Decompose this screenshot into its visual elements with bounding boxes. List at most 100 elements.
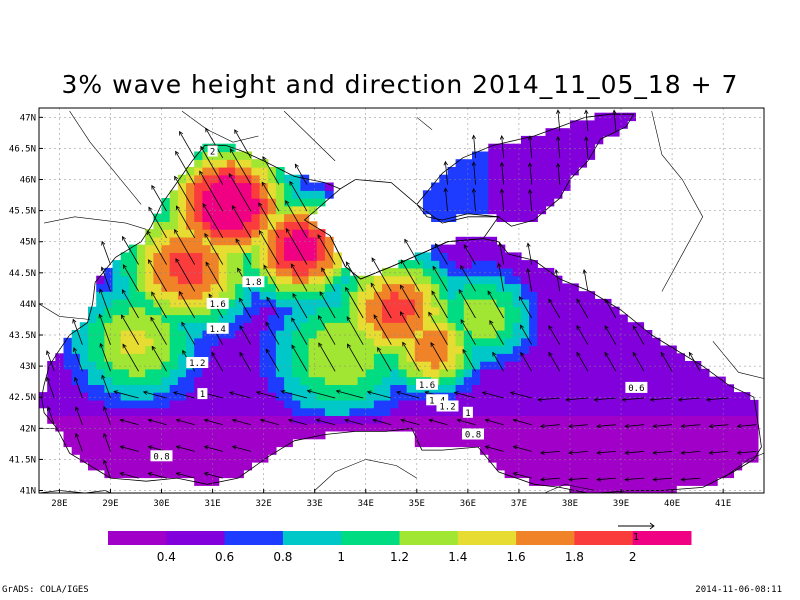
field-cell [406,330,416,339]
wave-direction-arrow [291,344,308,372]
wave-direction-arrow [119,418,139,426]
field-cell [668,353,677,362]
field-cell [88,454,97,463]
field-cell [586,353,596,362]
field-cell [619,415,628,424]
field-cell [414,438,424,448]
field-cell [717,462,726,471]
field-cell [243,267,252,277]
svg-text:1: 1 [465,409,470,419]
field-cell [553,174,563,184]
field-cell [186,462,195,471]
field-cell [561,392,571,401]
field-cell [561,128,571,137]
field-cell [128,430,138,440]
field-cell [463,322,473,331]
field-cell [210,330,220,339]
field-cell [88,446,97,455]
field-cell [71,361,81,370]
field-cell [194,291,203,300]
field-cell [316,291,326,300]
wave-direction-arrow [175,257,196,292]
field-cell [643,423,653,432]
field-cell [300,423,310,432]
field-cell [259,167,269,176]
field-cell [235,221,244,230]
field-cell [226,353,236,362]
field-cell [284,423,293,432]
field-cell [226,260,236,269]
field-cell [480,182,489,191]
field-cell [406,306,416,316]
field-cell [275,167,285,176]
field-cell [537,159,547,168]
field-cell [504,298,514,308]
field-cell [480,430,489,440]
y-tick-label: 44.5N [9,269,36,279]
field-cell [570,151,579,160]
field-cell [472,330,481,339]
field-cell [725,407,734,416]
field-cell [218,462,228,471]
wave-direction-arrow [344,418,364,426]
field-cell [553,376,563,385]
field-cell [251,314,261,323]
field-cell [308,407,318,416]
field-cell [324,337,334,347]
field-cell [512,167,522,176]
field-cell [545,345,555,354]
field-cell [357,361,367,370]
field-cell [194,345,203,354]
field-cell [153,361,163,370]
field-cell [480,306,489,316]
field-cell [308,415,318,424]
field-cell [561,407,571,416]
field-cell [472,438,481,448]
field-cell [651,399,661,409]
field-cell [267,244,277,253]
field-cell [431,407,440,416]
field-cell [398,361,408,370]
field-cell [292,283,301,292]
wave-direction-arrow [680,450,701,455]
field-cell [161,430,171,440]
field-cell [586,415,596,424]
field-cell [120,446,130,455]
field-cell [259,229,269,238]
field-cell [316,368,326,378]
field-cell [496,330,506,339]
field-cell [251,159,261,168]
field-cell [177,353,187,362]
field-cell [529,392,538,401]
field-cell [210,438,220,448]
field-cell [47,361,56,370]
field-cell [235,244,244,253]
field-cell [578,438,587,448]
field-cell [55,399,65,409]
field-cell [365,337,375,347]
field-cell [194,454,203,463]
field-cell [578,291,587,300]
field-cell [177,392,187,401]
field-cell [137,384,146,393]
field-cell [267,446,277,455]
field-cell [308,384,318,393]
wave-direction-arrow [400,418,420,426]
field-cell [202,454,212,463]
field-cell [137,306,146,316]
field-cell [512,322,522,331]
field-cell [496,454,506,463]
field-cell [104,298,114,308]
field-cell [169,314,179,323]
wave-height-field [39,112,759,493]
field-cell [570,485,579,493]
field-cell [439,182,449,191]
y-tick-label: 46N [20,176,36,186]
field-cell [439,330,449,339]
field-cell [635,330,645,339]
field-cell [145,423,154,432]
field-cell [488,353,498,362]
field-cell [210,399,220,409]
field-cell [512,399,522,409]
wave-direction-arrow [370,282,392,319]
